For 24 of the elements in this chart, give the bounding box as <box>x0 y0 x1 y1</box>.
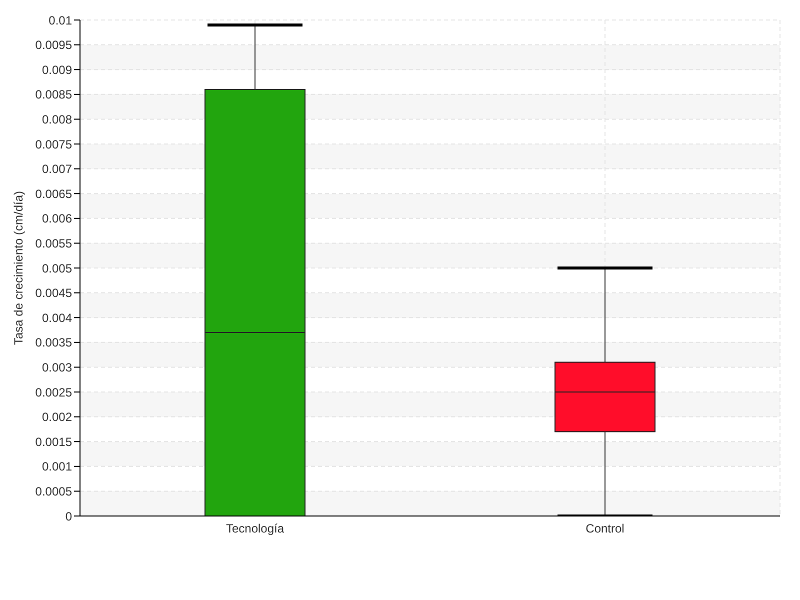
y-tick-label: 0.0075 <box>35 137 72 152</box>
x-tick-label: Control <box>586 522 624 536</box>
y-tick-label: 0.001 <box>42 460 72 474</box>
y-tick-label: 0.008 <box>42 112 72 126</box>
y-tick-label: 0.0005 <box>35 484 72 498</box>
y-tick-label: 0.0025 <box>35 385 72 400</box>
y-tick-label: 0.0095 <box>35 38 72 52</box>
y-tick-label: 0 <box>65 509 72 524</box>
y-tick-label: 0.002 <box>42 410 72 424</box>
y-tick-label: 0.01 <box>48 13 72 28</box>
y-tick-label: 0.0085 <box>35 88 72 102</box>
x-tick-label: Tecnología <box>226 522 284 536</box>
y-tick-label: 0.009 <box>42 62 72 77</box>
y-tick-label: 0.005 <box>42 261 72 276</box>
y-tick-label: 0.0035 <box>35 336 72 350</box>
y-axis-title: Tasa de crecimiento (cm/día) <box>11 190 26 346</box>
y-tick-label: 0.006 <box>42 212 72 226</box>
y-tick-label: 0.0045 <box>35 286 72 300</box>
y-tick-label: 0.0065 <box>35 186 72 201</box>
y-tick-label: 0.0055 <box>35 236 72 250</box>
y-tick-label: 0.0015 <box>35 434 72 449</box>
y-tick-label: 0.007 <box>42 162 72 176</box>
y-tick-label: 0.004 <box>42 310 72 325</box>
y-tick-label: 0.003 <box>42 360 72 374</box>
